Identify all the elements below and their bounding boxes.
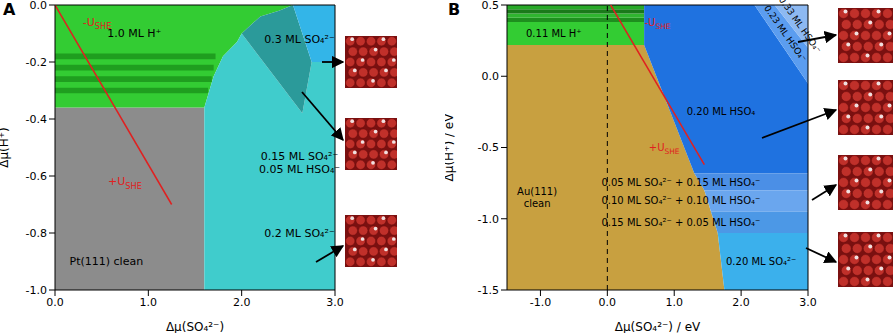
- svg-text:0.11 ML H⁺: 0.11 ML H⁺: [526, 28, 582, 39]
- svg-text:0.05 ML SO₄²⁻ + 0.15 ML HSO₄⁻: 0.05 ML SO₄²⁻ + 0.15 ML HSO₄⁻: [601, 177, 760, 188]
- svg-text:-1.0: -1.0: [478, 213, 499, 226]
- svg-text:-0.4: -0.4: [26, 113, 47, 126]
- svg-text:-USHE: -USHE: [83, 16, 112, 31]
- svg-text:0.0: 0.0: [482, 70, 500, 83]
- svg-text:0.10 ML SO₄²⁻ + 0.10 ML HSO₄⁻: 0.10 ML SO₄²⁻ + 0.10 ML HSO₄⁻: [601, 195, 760, 206]
- svg-text:clean: clean: [524, 198, 551, 209]
- svg-text:3.0: 3.0: [326, 296, 344, 309]
- svg-text:1.0 ML H⁺: 1.0 ML H⁺: [107, 27, 161, 40]
- svg-text:-0.6: -0.6: [26, 170, 47, 183]
- svg-text:-0.8: -0.8: [26, 227, 47, 240]
- svg-text:+USHE: +USHE: [649, 142, 680, 156]
- svg-text:0.33 ML HSO₄⁻: 0.33 ML HSO₄⁻: [777, 0, 823, 55]
- svg-text:-1.0: -1.0: [530, 296, 551, 309]
- html-text:A: A: [3, 0, 16, 19]
- svg-text:-1.0: -1.0: [26, 284, 47, 297]
- svg-text:3.0: 3.0: [799, 296, 817, 309]
- svg-text:0.15 ML SO₄²⁻ + 0.05 ML HSO₄⁻: 0.15 ML SO₄²⁻ + 0.05 ML HSO₄⁻: [601, 217, 760, 228]
- svg-text:0.05 ML HSO₄⁻: 0.05 ML HSO₄⁻: [259, 163, 340, 176]
- svg-text:Δμ(H⁺) / eV: Δμ(H⁺) / eV: [445, 113, 456, 182]
- svg-text:Δμ(SO₄²⁻) / eV: Δμ(SO₄²⁻) / eV: [615, 320, 701, 333]
- svg-text:0.15 ML SO₄²⁻: 0.15 ML SO₄²⁻: [261, 150, 339, 163]
- svg-text:1.0: 1.0: [665, 296, 683, 309]
- svg-text:0.2 ML SO₄²⁻: 0.2 ML SO₄²⁻: [264, 227, 335, 240]
- svg-text:2.0: 2.0: [732, 296, 750, 309]
- svg-text:-USHE: -USHE: [644, 17, 670, 31]
- svg-text:2.0: 2.0: [233, 296, 251, 309]
- svg-text:0.0: 0.0: [46, 296, 64, 309]
- svg-text:0.20 ML HSO₄: 0.20 ML HSO₄: [687, 106, 756, 117]
- html-text:B: B: [448, 0, 461, 19]
- svg-text:0.0: 0.0: [599, 296, 617, 309]
- svg-text:0.23 ML HSO₄⁻: 0.23 ML HSO₄⁻: [762, 3, 809, 64]
- svg-text:+USHE: +USHE: [108, 175, 142, 190]
- svg-text:-0.5: -0.5: [478, 141, 499, 154]
- svg-text:0.20 ML SO₄²⁻: 0.20 ML SO₄²⁻: [726, 256, 796, 267]
- svg-text:0.5: 0.5: [482, 0, 500, 12]
- svg-text:Δμ(H⁺): Δμ(H⁺): [0, 127, 11, 168]
- svg-text:Δμ(SO₄²⁻): Δμ(SO₄²⁻): [166, 320, 224, 333]
- svg-text:Pt(111) clean: Pt(111) clean: [70, 255, 144, 268]
- svg-text:0.0: 0.0: [30, 0, 48, 12]
- svg-text:1.0: 1.0: [140, 296, 158, 309]
- svg-text:-0.2: -0.2: [26, 56, 47, 69]
- svg-text:0.3 ML SO₄²⁻: 0.3 ML SO₄²⁻: [264, 33, 335, 46]
- svg-text:-1.5: -1.5: [478, 284, 499, 297]
- svg-text:Au(111): Au(111): [517, 186, 557, 197]
